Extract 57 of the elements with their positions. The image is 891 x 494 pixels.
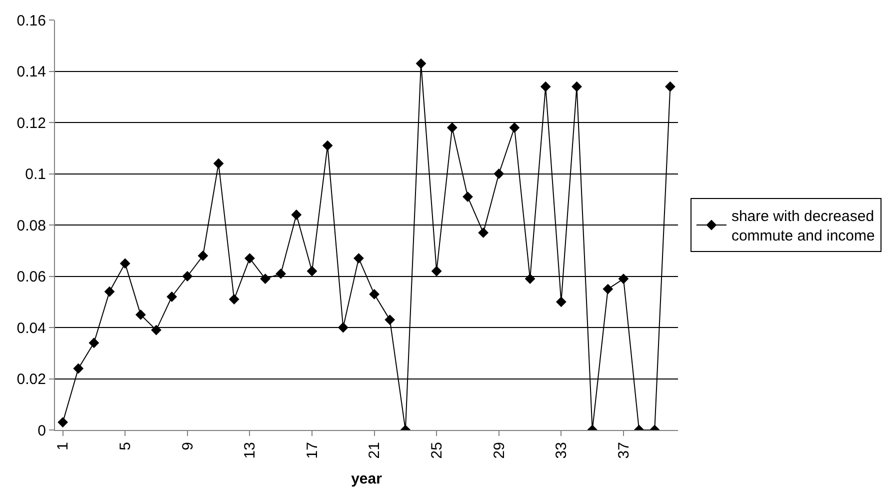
point	[151, 324, 162, 336]
y-tick-label: 0.1	[25, 166, 46, 183]
y-tick-label: 0.06	[16, 268, 46, 286]
point	[322, 140, 333, 151]
y-tick-label: 0.02	[16, 371, 46, 388]
point	[166, 292, 178, 302]
point	[228, 294, 240, 305]
x-tick-label: 29	[490, 442, 508, 459]
point	[572, 81, 582, 92]
point	[58, 417, 68, 428]
point	[416, 58, 426, 69]
point	[509, 122, 520, 133]
point	[104, 286, 115, 297]
x-tick-label: 37	[615, 442, 632, 459]
point	[244, 253, 255, 264]
point	[602, 284, 614, 294]
point	[338, 322, 348, 333]
point	[431, 266, 442, 276]
x-tick-label: 33	[553, 442, 570, 459]
point	[198, 250, 208, 261]
y-tick-label: 0.16	[16, 12, 46, 30]
point	[618, 274, 629, 284]
point	[182, 271, 193, 282]
point	[88, 338, 100, 348]
x-tick-label: 25	[428, 442, 446, 459]
point	[291, 210, 302, 220]
point	[73, 363, 84, 374]
y-tick-label: 0.14	[16, 64, 46, 80]
x-tick-label: 21	[366, 442, 384, 459]
y-tick-label: 0	[38, 422, 46, 440]
x-tick-label: 1	[54, 442, 72, 450]
x-axis-title: year	[351, 470, 382, 488]
point	[665, 81, 676, 92]
y-tick-label: 0.04	[16, 320, 46, 337]
point	[494, 168, 504, 179]
x-tick-label: 9	[179, 442, 196, 450]
point	[478, 227, 489, 238]
point	[260, 274, 270, 284]
point	[446, 122, 458, 133]
legend-label: share with decreased commute and income	[731, 208, 875, 245]
point	[120, 258, 130, 269]
x-tick-label: 13	[242, 442, 259, 459]
point	[540, 81, 551, 92]
point	[384, 314, 396, 326]
point	[556, 296, 566, 308]
point	[135, 309, 146, 320]
y-tick-label: 0.08	[16, 217, 46, 234]
point	[276, 268, 286, 279]
point	[213, 158, 224, 169]
y-tick-label: 0.12	[16, 114, 46, 132]
x-tick-label: 17	[304, 442, 321, 459]
x-tick-label: 5	[116, 442, 134, 450]
point	[524, 274, 536, 284]
point	[462, 192, 473, 202]
point	[306, 266, 318, 276]
point	[369, 288, 380, 300]
point	[354, 253, 364, 264]
